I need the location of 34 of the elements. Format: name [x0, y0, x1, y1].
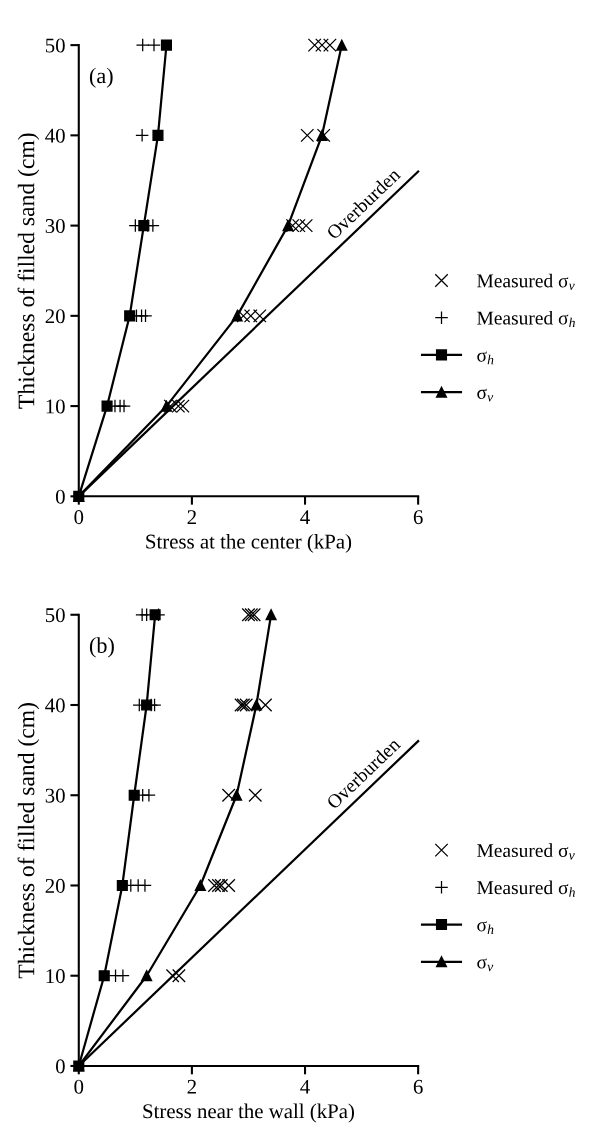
annotation: (a): [89, 67, 113, 88]
y-tick-label: 30: [45, 218, 65, 234]
y-tick-label: 0: [55, 1059, 65, 1074]
legend-label: Measured σ$_{h}$: [477, 880, 575, 897]
x-axis-title: Stress near the wall (kPa): [143, 1103, 354, 1123]
legend-label: Measured σ$_{v}$: [477, 843, 575, 860]
y-tick-label: 40: [45, 128, 65, 143]
y-tick-label: 20: [45, 878, 65, 893]
y-tick-label: 10: [46, 399, 65, 414]
y-tick-label: 50: [45, 608, 65, 623]
x-tick-label: 6: [413, 510, 423, 525]
x-tick-label: 0: [74, 510, 84, 525]
y-tick-label: 20: [45, 309, 65, 324]
y-tick-label: 30: [45, 788, 65, 803]
legend-label: Measured σ$_{v}$: [477, 273, 575, 291]
y-axis-title: Thickness of filled sand (cm): [17, 133, 40, 409]
legend-label: σ$_{v}$: [477, 388, 494, 402]
y-axis-title: Thickness of filled sand (cm): [17, 703, 40, 979]
x-tick-label: 2: [187, 510, 196, 524]
x-tick-label: 2: [187, 1079, 196, 1094]
annotation: (b): [89, 637, 114, 658]
y-tick-label: 10: [46, 969, 65, 984]
legend-label: σ$_{h}$: [477, 921, 494, 934]
legend-label: σ$_{h}$: [477, 351, 494, 365]
x-tick-label: 4: [300, 1079, 310, 1094]
y-tick-label: 40: [45, 698, 65, 713]
x-tick-label: 6: [413, 1079, 423, 1094]
legend-label: Measured σ$_{h}$: [477, 310, 575, 328]
legend-label: σ$_{v}$: [477, 958, 494, 972]
y-tick-label: 50: [45, 38, 65, 53]
x-tick-label: 0: [74, 1079, 84, 1094]
x-axis-title: Stress at the center (kPa): [146, 533, 352, 553]
x-tick-label: 4: [300, 510, 310, 524]
y-tick-label: 0: [55, 489, 65, 504]
